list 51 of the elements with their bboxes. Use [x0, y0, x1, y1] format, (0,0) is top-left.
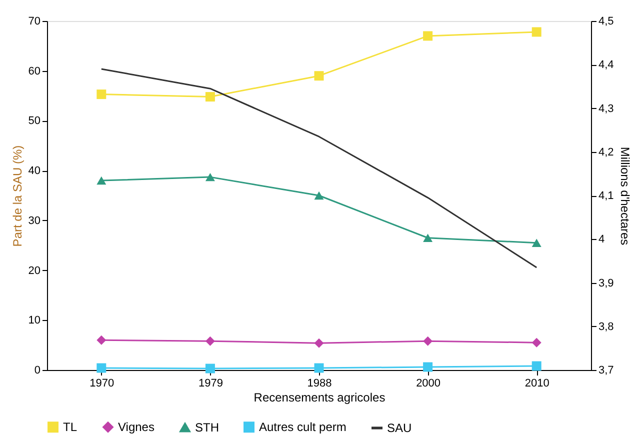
point — [205, 172, 215, 182]
point — [205, 336, 215, 346]
y-tick-label: 10 — [28, 314, 40, 327]
point — [96, 176, 106, 185]
y2-tick-label: 4,2 — [598, 146, 614, 158]
point — [532, 27, 542, 37]
legend-label: Vignes — [118, 420, 154, 434]
y-tick-label: 30 — [28, 214, 40, 227]
y-tick-label: 40 — [28, 165, 40, 178]
legend-label: TL — [63, 420, 78, 434]
point — [205, 364, 215, 374]
y-tick-label: 60 — [28, 65, 40, 78]
y2-tick-label: 4,5 — [598, 16, 614, 28]
line-series — [100, 68, 538, 268]
point — [314, 71, 324, 81]
y-tick-label: 0 — [34, 364, 40, 376]
y2-tick-label: 3,8 — [598, 320, 614, 333]
y2-tick-label: 4 — [598, 234, 605, 246]
y-tick-label: 20 — [28, 264, 40, 277]
y-tick-label: 50 — [28, 115, 40, 128]
point — [314, 191, 324, 200]
point — [96, 363, 106, 373]
y2-tick-label: 4,4 — [598, 59, 614, 72]
x-axis-title: Recensements agricoles — [254, 390, 386, 404]
point — [423, 234, 433, 242]
x-tick-label: 1988 — [307, 378, 332, 390]
x-tick-label: 1979 — [198, 378, 223, 390]
point — [96, 335, 106, 345]
x-tick-label: 2000 — [416, 378, 441, 390]
legend-label: STH — [195, 420, 219, 434]
point — [205, 92, 215, 102]
y2-tick-label: 4,3 — [598, 102, 614, 115]
point — [96, 90, 106, 100]
point — [423, 31, 433, 41]
point — [532, 338, 542, 348]
y2-tick-label: 3,9 — [598, 277, 614, 290]
y2-axis-title: Millions d'hectares — [618, 146, 632, 246]
y2-tick-label: 4,1 — [598, 190, 614, 202]
point — [314, 363, 324, 373]
legend-label: Autres cult perm — [259, 420, 346, 434]
y-axis-title: Part de la SAU (%) — [10, 145, 24, 247]
point — [423, 362, 433, 372]
point — [532, 238, 542, 247]
x-tick-label: 2010 — [524, 378, 550, 390]
y2-tick-label: 3,7 — [598, 364, 614, 376]
legend-label: SAU — [387, 421, 412, 435]
point — [532, 361, 542, 371]
point — [314, 338, 324, 348]
x-tick-label: 1970 — [90, 378, 114, 390]
point — [423, 336, 433, 346]
y-tick-label: 70 — [28, 16, 40, 28]
